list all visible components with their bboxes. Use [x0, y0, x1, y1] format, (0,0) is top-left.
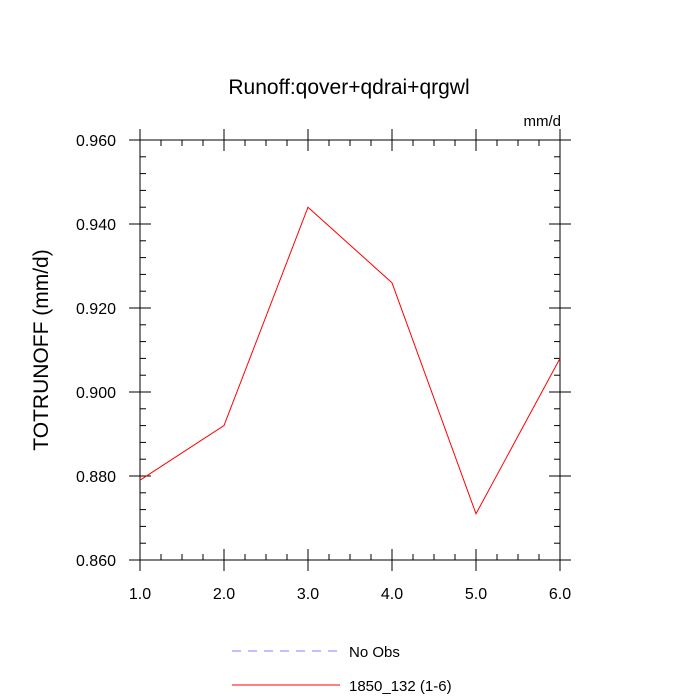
- y-tick-label: 0.960: [76, 133, 116, 150]
- series-lines: [139, 206, 561, 516]
- y-tick-label: 0.860: [76, 553, 116, 570]
- plot-frame: [139, 139, 561, 561]
- legend: No Obs 1850_132 (1-6): [232, 644, 452, 695]
- x-tick-label: 3.0: [297, 586, 319, 603]
- x-tick-label: 4.0: [381, 586, 403, 603]
- units-label: mm/d: [524, 113, 562, 130]
- chart-title: Runoff:qover+qdrai+qrgwl: [228, 76, 469, 99]
- y-axis-label: TOTRUNOFF (mm/d): [30, 249, 53, 450]
- y-tick-label: 0.940: [76, 217, 116, 234]
- x-tick-label: 6.0: [549, 586, 571, 603]
- x-tick-label: 1.0: [129, 586, 151, 603]
- series-line-1: [139, 206, 561, 516]
- legend-label-no-obs: No Obs: [349, 644, 400, 661]
- x-tick-label: 5.0: [465, 586, 487, 603]
- x-tick-label: 2.0: [213, 586, 235, 603]
- legend-label-1850-132: 1850_132 (1-6): [349, 678, 452, 695]
- y-tick-label: 0.880: [76, 469, 116, 486]
- axis-ticks: [129, 129, 571, 571]
- y-tick-label: 0.900: [76, 385, 116, 402]
- axis-tick-labels: 1.0 2.0 3.0 4.0 5.0 6.0 0.860 0.880 0.900 0.920 0.…: [76, 133, 571, 603]
- y-tick-label: 0.920: [76, 301, 116, 318]
